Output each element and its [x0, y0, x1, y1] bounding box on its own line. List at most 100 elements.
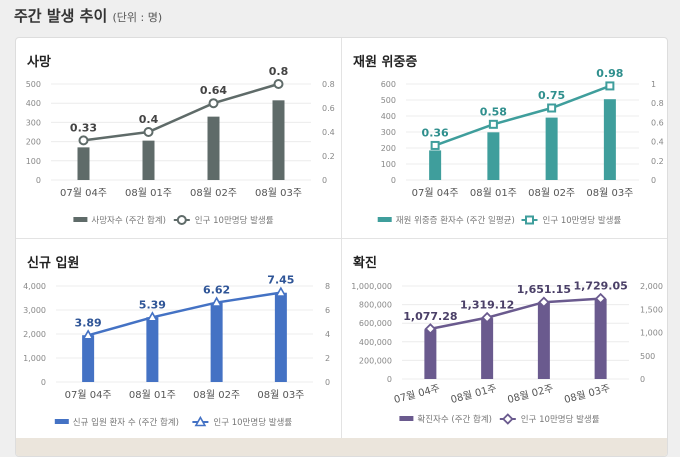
left-axis-tick: 2,000	[23, 330, 46, 339]
left-axis-tick: 200	[26, 138, 41, 147]
left-axis-tick: 300	[381, 128, 396, 137]
right-axis-tick: 500	[640, 352, 655, 361]
unit-note: (단위 : 명)	[112, 11, 163, 24]
chart-panel-deaths: 사망 0 100 200 300 400 500 0 0.2 0.4 0.6 0.8 07월 04주 08…	[16, 38, 342, 239]
line-point	[488, 119, 498, 129]
data-label: 0.8	[269, 65, 289, 78]
right-axis-tick: 0.8	[322, 80, 335, 89]
left-axis-tick: 500	[381, 96, 396, 105]
x-axis-tick: 07월 04주	[393, 382, 442, 406]
x-axis-tick: 08월 03주	[586, 187, 633, 199]
right-axis-tick: 0.6	[651, 118, 664, 127]
line-point	[194, 415, 207, 427]
left-axis-tick: 300	[26, 118, 41, 127]
bar	[424, 329, 437, 379]
data-label: 0.75	[538, 89, 565, 102]
data-label: 0.98	[596, 67, 623, 80]
left-axis-tick: 600	[381, 80, 396, 89]
right-axis-tick: 0.6	[322, 104, 335, 113]
legend-line-label: 인구 10만명당 발생률	[543, 215, 622, 226]
series-line	[430, 297, 601, 331]
left-axis-tick: 100	[26, 157, 41, 166]
left-axis-tick: 3,000	[23, 306, 46, 315]
right-axis-tick: 0	[325, 378, 330, 387]
chart-title: 사망	[27, 55, 51, 70]
left-axis-tick: 400	[26, 99, 41, 108]
right-axis-tick: 0.4	[322, 128, 335, 137]
legend-bar-label: 재원 위중증 환자수 (주간 일평균)	[396, 215, 515, 226]
chart-title: 재원 위중증	[353, 55, 418, 70]
right-axis-tick: 1	[651, 80, 656, 89]
legend-bar-label: 사망자수 (주간 합계)	[91, 215, 166, 226]
legend-bar-label: 확진자수 (주간 합계)	[417, 414, 492, 425]
data-label: 3.89	[75, 316, 102, 329]
right-axis-tick: 0.2	[322, 152, 335, 161]
series-line	[434, 84, 611, 147]
legend-line-label: 인구 10만명당 발생률	[195, 215, 274, 226]
data-label: 0.64	[200, 84, 227, 97]
data-label: 0.36	[422, 126, 449, 139]
bar	[594, 299, 607, 379]
legend-line-label: 인구 10만명당 발생률	[213, 417, 292, 428]
right-axis-tick: 0	[640, 375, 645, 384]
right-axis-tick: 0	[651, 176, 656, 185]
left-axis-tick: 0	[391, 176, 396, 185]
x-axis-tick: 07월 04주	[65, 389, 112, 401]
right-axis-tick: 0.2	[651, 157, 664, 166]
bar	[545, 117, 558, 180]
x-axis-tick: 08월 01주	[125, 187, 172, 199]
x-axis-tick: 08월 02주	[528, 187, 575, 199]
series-line	[87, 291, 282, 337]
x-axis-tick: 08월 01주	[449, 382, 498, 406]
data-label: 1,729.05	[573, 280, 627, 293]
right-axis-tick: 4	[325, 330, 330, 339]
data-label: 1,651.15	[517, 283, 571, 296]
line-point	[481, 311, 493, 324]
bar	[146, 317, 159, 382]
data-label: 1,077.28	[403, 310, 457, 323]
line-point	[146, 311, 159, 322]
x-axis-tick: 08월 03주	[563, 382, 612, 406]
right-axis-tick: 0.8	[651, 99, 664, 108]
charts-card: 사망 0 100 200 300 400 500 0 0.2 0.4 0.6 0.8 07월 04주 08…	[15, 37, 668, 457]
line-point	[502, 413, 514, 425]
left-axis-tick: 1,000,000	[351, 282, 392, 291]
line-point	[430, 140, 440, 150]
legend: 재원 위중증 환자수 (주간 일평균) 인구 10만명당 발생률	[377, 215, 622, 226]
legend-bar-swatch	[73, 217, 88, 222]
right-axis-tick: 8	[325, 282, 330, 291]
x-axis-tick: 08월 03주	[255, 187, 302, 199]
left-axis-tick: 400,000	[359, 338, 392, 347]
bar	[77, 147, 90, 180]
chart-title: 신규 입원	[27, 256, 80, 271]
legend-bar-swatch	[377, 217, 392, 222]
legend-bar-swatch	[54, 419, 69, 424]
chart-svg: 0 100 200 300 400 500 0 0.2 0.4 0.6 0.8 07월 04주 08월 …	[26, 65, 335, 226]
data-label: 1,319.12	[460, 299, 514, 312]
chart-panel-critical: 재원 위중증 0 100 200 300 400 500 600 0 0.2 0.4 0.6 0.8 1 0…	[342, 38, 667, 239]
page-title: 주간 발생 추이 (단위 : 명)	[14, 5, 162, 26]
right-axis-tick: 6	[325, 306, 330, 315]
data-label: 6.62	[203, 284, 230, 297]
chart-panel-confirmed: 확진 0 200,000 400,000 600,000 800,000 1,000,000…	[342, 239, 667, 440]
x-axis-tick: 07월 04주	[412, 187, 459, 199]
line-point	[143, 127, 154, 137]
left-axis-tick: 200,000	[359, 356, 392, 365]
line-point	[275, 286, 287, 297]
bar	[274, 292, 287, 382]
bar	[207, 116, 220, 180]
x-axis-tick: 08월 02주	[190, 187, 237, 199]
left-axis-tick: 500	[26, 80, 41, 89]
bar	[487, 132, 500, 180]
line-point	[525, 215, 534, 225]
legend: 확진자수 (주간 합계) 인구 10만명당 발생률	[399, 413, 600, 425]
legend: 사망자수 (주간 합계) 인구 10만명당 발생률	[73, 215, 274, 226]
bar	[429, 150, 442, 180]
left-axis-tick: 800,000	[359, 301, 392, 310]
right-axis-tick: 0.4	[651, 138, 664, 147]
left-axis-tick: 4,000	[23, 282, 46, 291]
left-axis-tick: 1,000	[23, 354, 46, 363]
left-axis-tick: 0	[387, 375, 392, 384]
line-point	[208, 98, 219, 109]
right-axis-tick: 2,000	[640, 282, 663, 291]
